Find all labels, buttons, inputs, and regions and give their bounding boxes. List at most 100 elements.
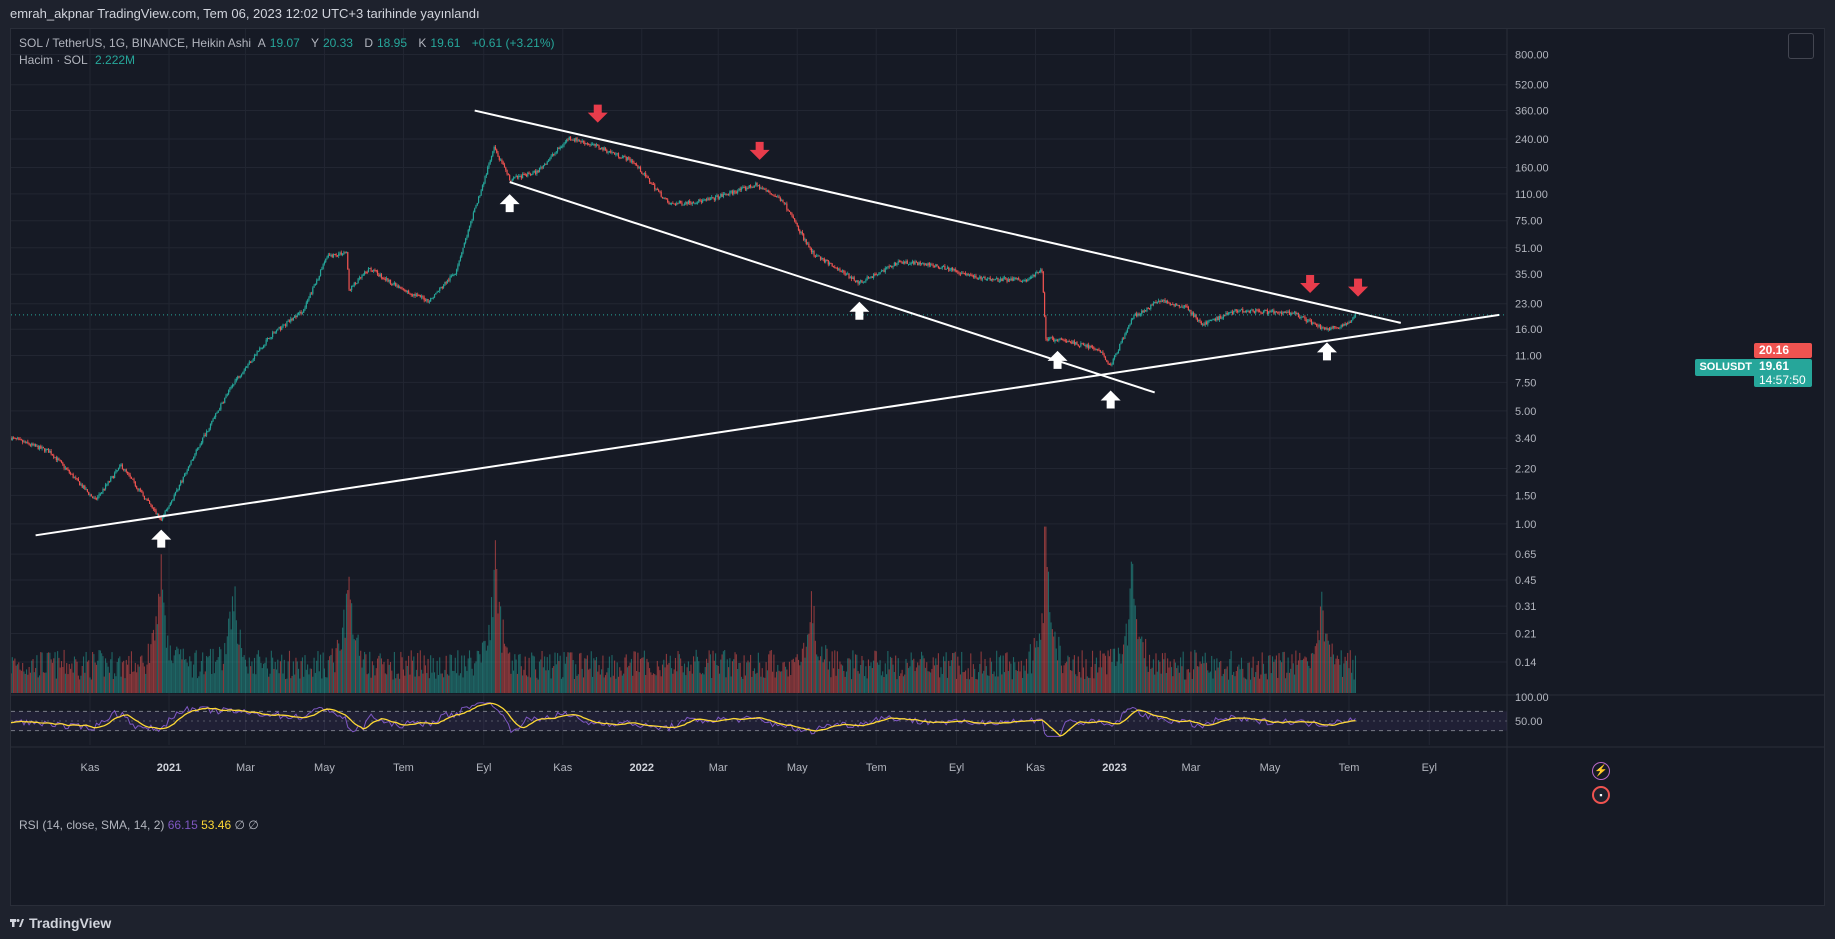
candle-body [1003, 277, 1006, 279]
axis-settings-button[interactable] [1788, 33, 1814, 59]
volume-bar [756, 672, 758, 693]
candle-body [275, 330, 278, 333]
volume-bar [744, 675, 746, 693]
candle-body [111, 476, 113, 478]
candle-body [1349, 321, 1351, 323]
candle-body [375, 270, 377, 272]
volume-bar [707, 662, 709, 693]
volume-bar [901, 669, 903, 693]
candle-body [1032, 274, 1034, 278]
volume-bar [49, 652, 51, 693]
volume-bar [33, 672, 35, 693]
price-chart[interactable]: 800.00520.00360.00240.00160.00110.0075.0… [11, 29, 1824, 905]
us-flag-event-icon[interactable]: ▪ [1592, 786, 1610, 804]
candle-body [876, 274, 879, 276]
volume-bar [839, 661, 841, 693]
volume-bar [326, 677, 328, 693]
candle-body [836, 267, 838, 270]
rsi-label[interactable]: RSI (14, close, SMA, 14, 2) [19, 818, 165, 832]
candle-body [1205, 322, 1208, 325]
candle-body [949, 269, 951, 271]
volume-bar [1137, 639, 1139, 693]
candle-body [730, 191, 732, 193]
candle-body [66, 467, 68, 470]
volume-bar [882, 671, 884, 693]
volume-bar [1136, 619, 1138, 693]
candle-body [1034, 272, 1037, 277]
volume-bar [866, 678, 868, 693]
candle-body [1253, 311, 1256, 313]
volume-bar [533, 656, 535, 693]
volume-bar [660, 676, 662, 693]
candle-body [1156, 301, 1158, 304]
legend-row-main: SOL / TetherUS, 1G, BINANCE, Heikin Ashi… [19, 35, 559, 52]
volume-bar [1345, 660, 1347, 693]
candle-body [225, 395, 227, 399]
volume-bar [531, 652, 533, 693]
volume-bar [852, 650, 854, 693]
volume-bar [225, 654, 227, 693]
volume-bar [528, 657, 530, 693]
candle-body [563, 142, 565, 146]
candle-body [64, 467, 66, 469]
volume-bar [685, 675, 687, 693]
candle-body [411, 294, 414, 296]
candle-body [641, 171, 643, 174]
candle-body [295, 315, 297, 318]
candle-body [854, 280, 857, 283]
volume-bar [1173, 659, 1175, 693]
volume-bar [1044, 526, 1046, 693]
volume-bar [1016, 671, 1018, 693]
candle-body [1338, 327, 1340, 329]
volume-bar [305, 669, 307, 693]
volume-bar [1169, 661, 1171, 693]
volume-bar [106, 662, 108, 693]
lightning-icon[interactable]: ⚡ [1592, 762, 1610, 780]
candle-body [518, 176, 520, 178]
tradingview-logo-icon[interactable] [10, 918, 24, 928]
candle-body [914, 261, 916, 265]
volume-bar [1006, 652, 1008, 693]
candle-body [936, 264, 938, 267]
volume-bar [502, 619, 504, 693]
volume-bar [1218, 662, 1221, 693]
volume-bar [663, 659, 665, 693]
volume-bar [23, 671, 25, 693]
volume-bar [984, 658, 986, 693]
candle-body [420, 296, 423, 298]
volume-bar [238, 644, 240, 693]
candle-body [1268, 311, 1270, 314]
candle-body [1002, 277, 1004, 281]
candle-body [1112, 358, 1114, 365]
candle-body [787, 209, 789, 211]
tradingview-logo-text[interactable]: TradingView [29, 914, 112, 931]
candle-body [678, 201, 680, 204]
candle-body [51, 454, 54, 456]
volume-bar [1237, 666, 1239, 693]
volume-bar [642, 657, 644, 693]
volume-bar [55, 678, 57, 693]
volume-bar [187, 666, 189, 693]
volume-bar [388, 664, 390, 693]
candle-body [1067, 341, 1069, 343]
candle-body [1189, 309, 1191, 311]
legend-row-volume: Hacim · SOL 2.222M [19, 52, 559, 69]
candle-body [656, 188, 658, 190]
volume-bar [816, 654, 818, 693]
volume-bar [1297, 660, 1300, 693]
volume-bar [703, 674, 705, 693]
candle-body [1207, 320, 1209, 325]
volume-bar [413, 656, 415, 693]
candle-body [930, 264, 932, 266]
volume-bar [1007, 670, 1009, 693]
volume-bar [1310, 653, 1312, 693]
candle-body [373, 269, 375, 272]
volume-bar [641, 658, 643, 693]
volume-label[interactable]: Hacim · SOL [19, 53, 88, 67]
candle-body [1233, 310, 1235, 314]
chart-area[interactable]: 800.00 520.00 360.00 240.00 160.00 110.00 75.0… [10, 28, 1825, 906]
volume-bar [698, 661, 700, 693]
candle-body [270, 337, 272, 339]
symbol-description[interactable]: SOL / TetherUS, 1G, BINANCE, Heikin Ashi [19, 36, 252, 50]
candle-body [1018, 278, 1020, 280]
